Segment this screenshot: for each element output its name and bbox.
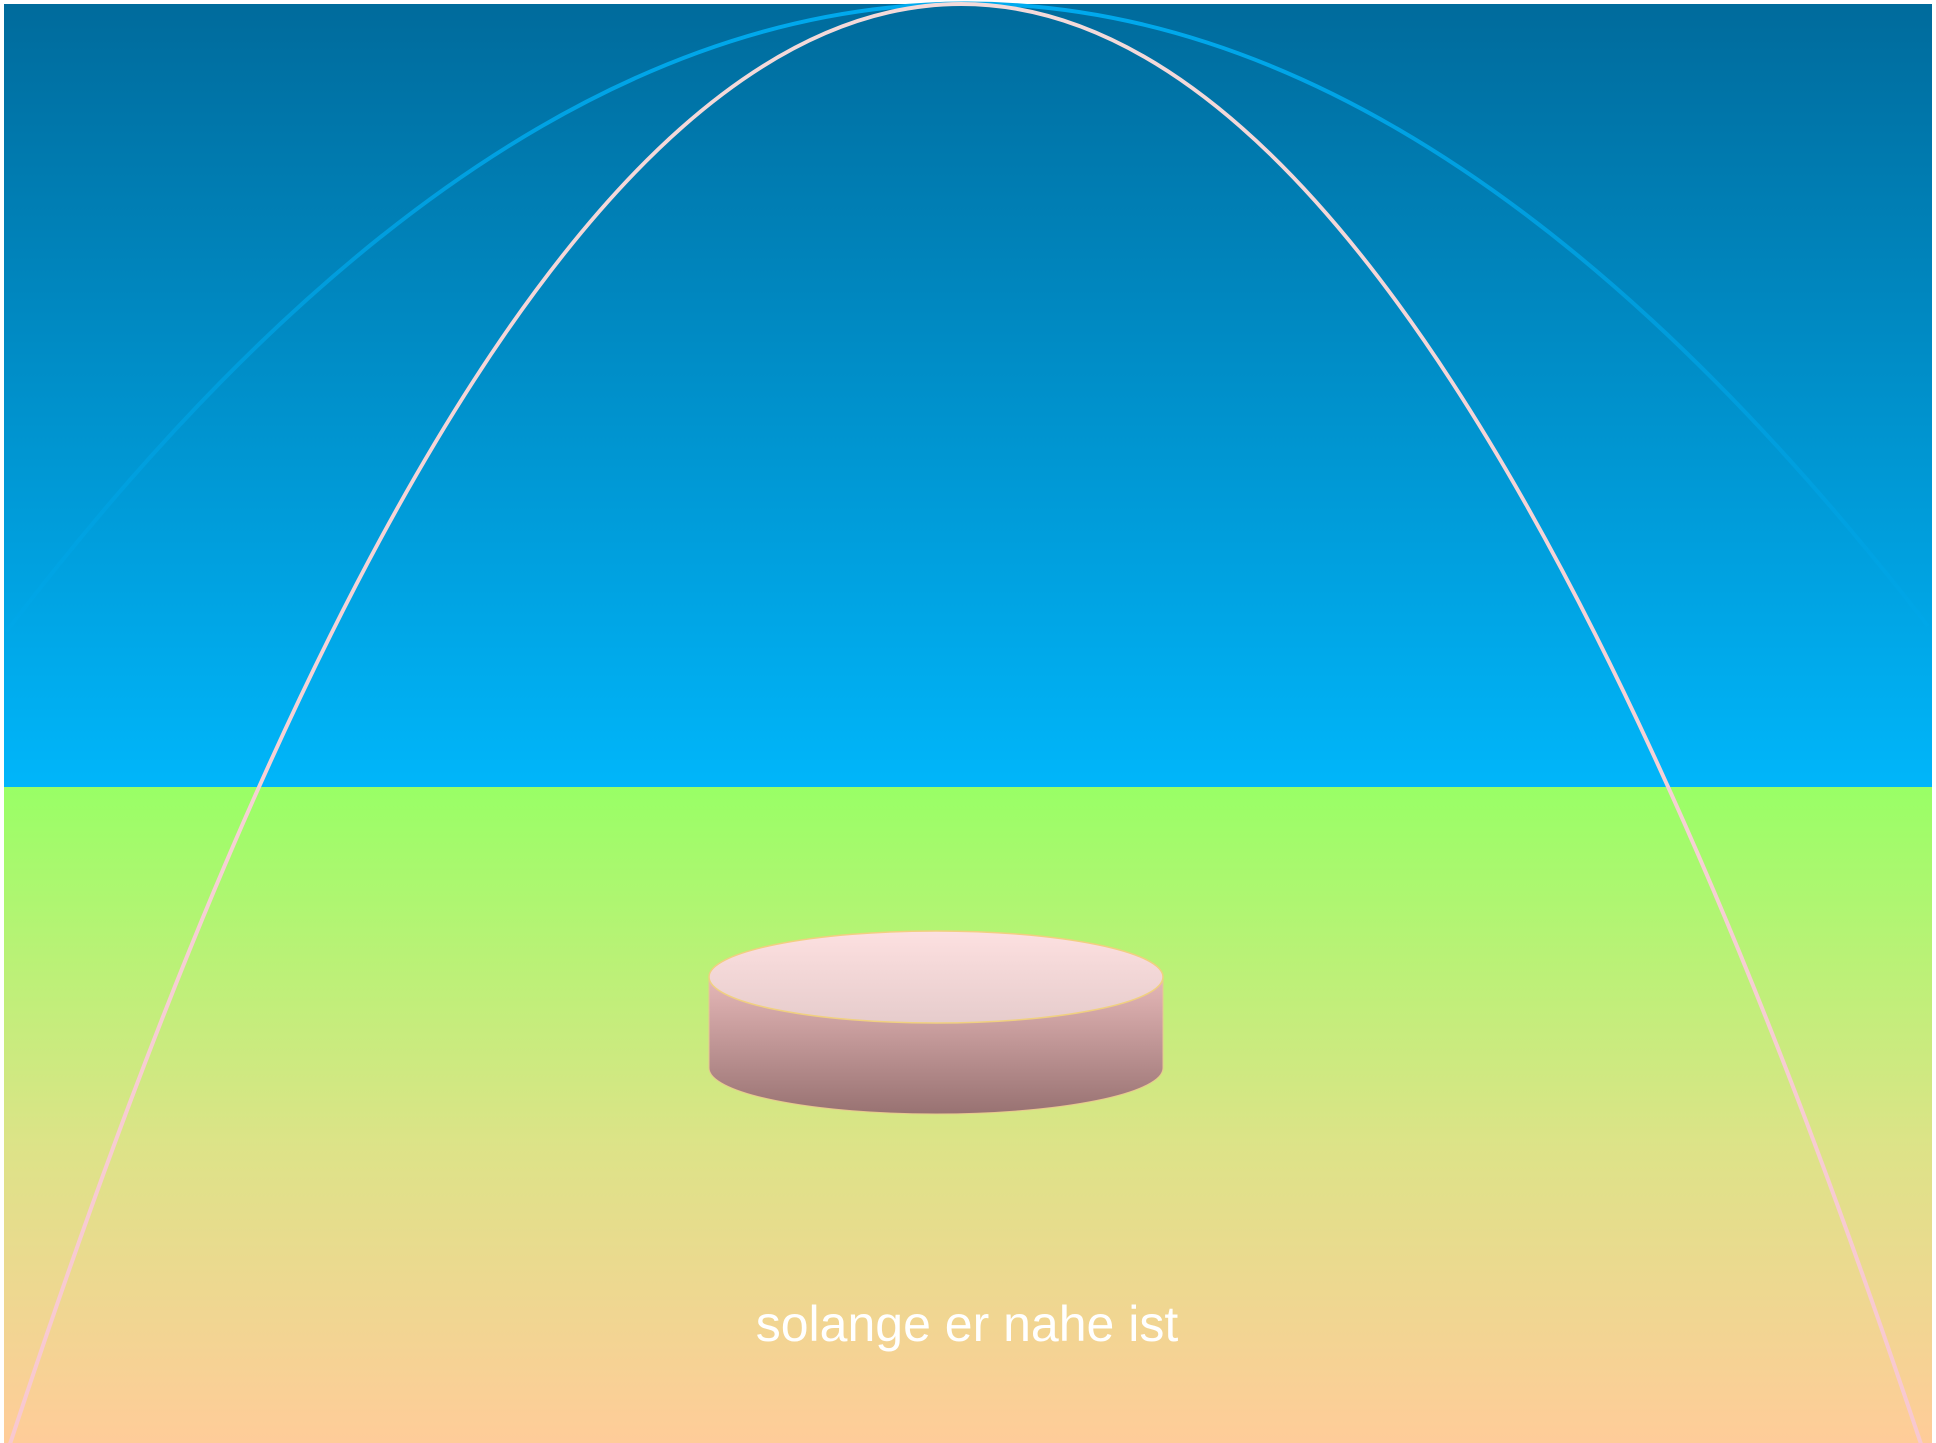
ground [4, 787, 1932, 1443]
pink-arch [8, 2, 1923, 1443]
sky [4, 4, 1932, 787]
cylinder-top [708, 930, 1164, 1024]
caption: solange er nahe ist [756, 1296, 1179, 1352]
cylinder [708, 930, 1164, 1115]
